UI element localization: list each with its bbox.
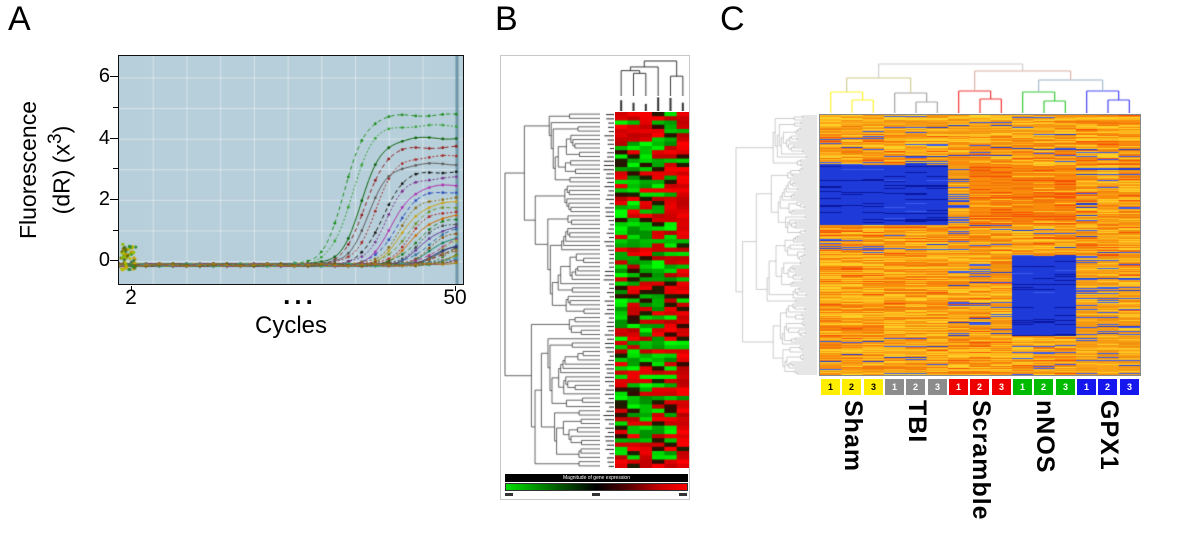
sample-index-cell-scramble-1: 1: [949, 379, 968, 395]
sample-index-cell-tbi-2: 2: [906, 379, 925, 395]
a-plot-area: [118, 55, 464, 285]
sample-index-cell-scramble-3: 3: [992, 379, 1011, 395]
panel-a-label: A: [8, 0, 31, 38]
b-color-scale-gradient: [505, 483, 688, 491]
a-y-tick: [110, 138, 118, 139]
b-column-dendrogram-canvas: [615, 60, 689, 96]
a-y-minor-tick: [113, 107, 118, 108]
b-legend-min-smudge: [505, 493, 513, 496]
panel-c-label: C: [720, 0, 745, 38]
b-column-labels-canvas: [615, 97, 689, 111]
a-y-axis-title-line2: (dR) (x3): [42, 40, 76, 300]
a-y-tick: [110, 76, 118, 77]
b-legend-max-smudge: [679, 493, 687, 496]
a-x-axis-title: Cycles: [254, 312, 327, 339]
group-label-nnos: nNOS: [1031, 400, 1059, 474]
sample-index-cell-sham-2: 2: [842, 379, 861, 395]
b-legend-caption: Magnitude of gene expression: [505, 474, 688, 482]
a-y-axis-title-line2-post: ): [48, 125, 75, 134]
sample-index-cell-tbi-1: 1: [885, 379, 904, 395]
a-y-tick-label: 4: [98, 127, 110, 149]
a-x-tick-label: 50: [443, 286, 467, 309]
a-y-tick-label: 6: [98, 65, 110, 87]
sample-index-cell-nnos-1: 1: [1013, 379, 1032, 395]
a-x-tick-label: 2: [125, 286, 137, 309]
b-expression-heatmap-canvas: [615, 112, 689, 468]
a-x-tick-label-ellipsis: ...: [283, 280, 317, 310]
sample-index-cell-gpx1-1: 1: [1077, 379, 1096, 395]
group-label-gpx1: GPX1: [1095, 400, 1123, 471]
group-label-scramble: Scramble: [967, 400, 995, 521]
a-y-minor-tick: [113, 230, 118, 231]
c-sample-dendrogram-canvas: [820, 58, 1140, 113]
a-y-minor-tick: [113, 168, 118, 169]
a-y-axis-title-line2-pre: (dR) (x: [48, 144, 75, 215]
a-x-tick: [455, 286, 456, 291]
a-y-tick: [110, 260, 118, 261]
b-legend-mid-smudge: [592, 493, 600, 496]
sample-index-cell-nnos-2: 2: [1034, 379, 1053, 395]
sample-index-cell-nnos-3: 3: [1056, 379, 1075, 395]
b-row-dendrogram-canvas: [504, 112, 600, 468]
a-amplification-curves-canvas: [119, 56, 463, 284]
c-gene-dendrogram-canvas: [735, 115, 817, 375]
a-y-axis-title-line1: Fluorescence: [15, 100, 41, 240]
sample-index-cell-scramble-2: 2: [970, 379, 989, 395]
b-gene-labels-canvas: [601, 112, 614, 468]
a-y-tick: [110, 199, 118, 200]
a-x-tick: [131, 286, 132, 291]
sample-index-cell-sham-1: 1: [821, 379, 840, 395]
group-label-sham: Sham: [839, 400, 867, 473]
a-y-tick-label: 0: [98, 249, 110, 271]
a-y-tick-label: 2: [98, 188, 110, 210]
panel-b-label: B: [495, 0, 518, 38]
sample-index-cell-gpx1-2: 2: [1098, 379, 1117, 395]
a-y-axis-title-superscript: 3: [45, 133, 66, 145]
a-y-axis-title: Fluorescence (dR) (x3): [15, 40, 75, 300]
sample-index-cell-sham-3: 3: [864, 379, 883, 395]
sample-index-cell-gpx1-3: 3: [1120, 379, 1139, 395]
group-label-tbi: TBI: [903, 400, 931, 444]
sample-index-cell-tbi-3: 3: [928, 379, 947, 395]
c-expression-heatmap-canvas: [819, 114, 1141, 376]
